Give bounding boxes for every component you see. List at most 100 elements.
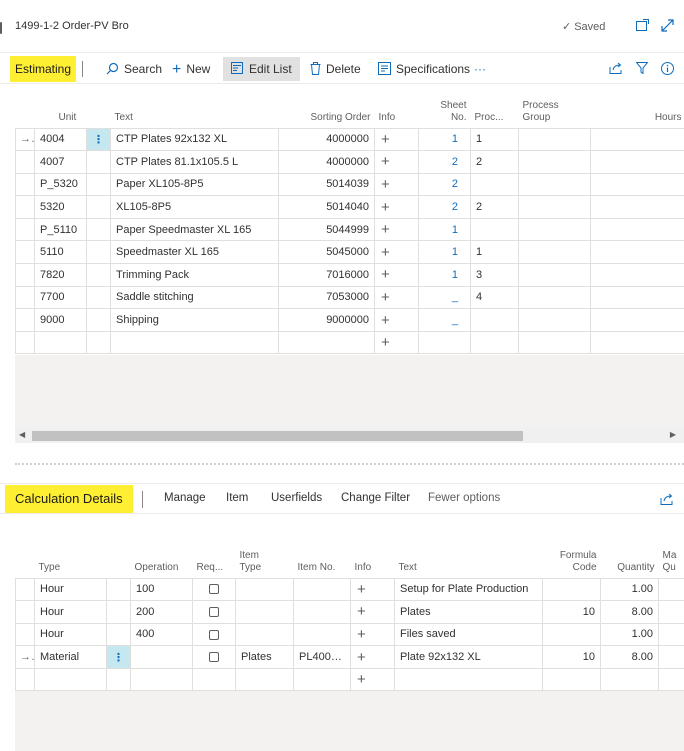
- table-row[interactable]: 5320 XL105-8P5 5014040 +2 2: [15, 195, 684, 219]
- row-selector[interactable]: [15, 667, 35, 692]
- cell-ma[interactable]: [658, 577, 684, 602]
- required-checkbox[interactable]: [209, 584, 219, 595]
- cell-sheet-no[interactable]: 1: [418, 240, 472, 265]
- delete-button[interactable]: Delete: [310, 57, 361, 81]
- more-options-button[interactable]: ···: [474, 62, 486, 76]
- cell-formula-code[interactable]: [542, 667, 601, 692]
- column-header-proc[interactable]: Proc...: [474, 111, 504, 123]
- table-row[interactable]: → 4004 ⋮ CTP Plates 92x132 XL 4000000 +1 1: [15, 127, 684, 152]
- cell-proc[interactable]: [470, 330, 520, 355]
- info-plus-icon[interactable]: +: [374, 217, 420, 242]
- row-selector[interactable]: [15, 600, 35, 624]
- column-header-info[interactable]: Info: [378, 111, 396, 123]
- cell-type[interactable]: Hour: [34, 600, 107, 624]
- column-header-process-group[interactable]: Process Group: [522, 99, 559, 123]
- cell-text[interactable]: [394, 667, 543, 692]
- column-header-unit[interactable]: Unit: [58, 111, 77, 123]
- row-selector[interactable]: [15, 285, 35, 310]
- cell-required[interactable]: [192, 667, 236, 692]
- cell-required[interactable]: [192, 577, 236, 602]
- column-header-ma[interactable]: Ma Qu: [662, 549, 677, 573]
- cell-formula-code[interactable]: 10: [542, 645, 601, 669]
- info-plus-icon[interactable]: +: [350, 645, 395, 669]
- cell-item-type[interactable]: [235, 600, 294, 624]
- table-row[interactable]: +: [15, 667, 684, 692]
- row-selector[interactable]: [15, 577, 35, 602]
- info-plus-icon[interactable]: +: [374, 240, 420, 265]
- row-selector[interactable]: [15, 150, 35, 174]
- cell-unit[interactable]: [34, 330, 87, 355]
- row-selector[interactable]: [15, 240, 35, 265]
- info-plus-icon[interactable]: +: [374, 285, 420, 310]
- cell-formula-code[interactable]: [542, 577, 601, 602]
- cell-process-group[interactable]: [518, 217, 592, 242]
- column-header-req[interactable]: Req...: [196, 561, 224, 573]
- scroll-right-icon[interactable]: ▶: [669, 430, 676, 439]
- cell-process-group[interactable]: [518, 172, 592, 197]
- new-button[interactable]: + New: [172, 57, 210, 81]
- cell-unit[interactable]: P_5110: [34, 217, 87, 242]
- cell-item-type[interactable]: Plates: [235, 645, 294, 669]
- info-plus-icon[interactable]: +: [374, 127, 420, 152]
- cell-required[interactable]: [192, 600, 236, 624]
- cell-proc[interactable]: [470, 172, 520, 197]
- row-actions-menu-icon[interactable]: ⋮: [106, 645, 131, 669]
- row-selector[interactable]: [15, 195, 35, 219]
- cell-type[interactable]: Hour: [34, 622, 107, 647]
- cell-hours[interactable]: [590, 172, 684, 197]
- column-header-type[interactable]: Type: [38, 561, 61, 573]
- filter-icon[interactable]: [634, 60, 650, 76]
- cell-unit[interactable]: 4007: [34, 150, 87, 174]
- cell-sheet-no[interactable]: 2: [418, 195, 472, 219]
- cell-sorting-order[interactable]: 7053000: [278, 285, 376, 310]
- cell-quantity[interactable]: 1.00: [600, 622, 659, 647]
- info-plus-icon[interactable]: +: [350, 622, 395, 647]
- row-selector[interactable]: [15, 330, 35, 355]
- cell-proc[interactable]: [470, 308, 520, 332]
- cell-proc[interactable]: 1: [470, 240, 520, 265]
- info-plus-icon[interactable]: +: [374, 308, 420, 332]
- column-header-sheet-no[interactable]: Sheet No.: [440, 99, 467, 123]
- share-icon[interactable]: [608, 60, 624, 76]
- cell-hours[interactable]: [590, 308, 684, 332]
- search-button[interactable]: Search: [106, 57, 162, 81]
- table-row[interactable]: 5110 Speedmaster XL 165 5045000 +1 1: [15, 240, 684, 265]
- cell-formula-code[interactable]: 10: [542, 600, 601, 624]
- cell-operation[interactable]: [130, 645, 193, 669]
- cell-text[interactable]: CTP Plates 92x132 XL: [110, 127, 280, 152]
- info-plus-icon[interactable]: +: [374, 263, 420, 287]
- cell-process-group[interactable]: [518, 285, 592, 310]
- row-selector-arrow-icon[interactable]: →: [15, 127, 35, 152]
- table-row[interactable]: 7700 Saddle stitching 7053000 + _ 4: [15, 285, 684, 310]
- column-header-formula-code[interactable]: Formula Code: [559, 549, 597, 573]
- horizontal-scrollbar[interactable]: ◀ ▶: [15, 428, 684, 443]
- table-row[interactable]: 9000 Shipping 9000000 + _: [15, 308, 684, 332]
- cell-unit[interactable]: P_5320: [34, 172, 87, 197]
- cell-type[interactable]: Material: [34, 645, 107, 669]
- cell-formula-code[interactable]: [542, 622, 601, 647]
- userfields-button[interactable]: Userfields: [271, 492, 323, 504]
- row-selector-arrow-icon[interactable]: →: [15, 645, 35, 669]
- required-checkbox[interactable]: [209, 629, 219, 640]
- cell-ma[interactable]: [658, 600, 684, 624]
- cell-sheet-no[interactable]: 2: [418, 172, 472, 197]
- cell-hours[interactable]: [590, 150, 684, 174]
- table-row[interactable]: 4007 CTP Plates 81.1x105.5 L 4000000 +2 2: [15, 150, 684, 174]
- cell-hours[interactable]: [590, 240, 684, 265]
- column-header-item-type[interactable]: Item Type: [239, 549, 262, 573]
- table-row[interactable]: +: [15, 330, 684, 355]
- table-row[interactable]: → Material ⋮ Plates PL4000-... + Plate 92x132 …: [15, 645, 684, 669]
- cell-text[interactable]: Setup for Plate Production: [394, 577, 543, 602]
- cell-sheet-no[interactable]: 1: [418, 127, 472, 152]
- cell-text[interactable]: Plate 92x132 XL: [394, 645, 543, 669]
- cell-sorting-order[interactable]: 7016000: [278, 263, 376, 287]
- cell-hours[interactable]: [590, 285, 684, 310]
- required-checkbox[interactable]: [209, 606, 219, 617]
- table-row[interactable]: P_5320 Paper XL105-8P5 5014039 +2: [15, 172, 684, 197]
- table-row[interactable]: Hour 100 + Setup for Plate Production 1.00: [15, 577, 684, 602]
- cell-ma[interactable]: [658, 667, 684, 692]
- cell-proc[interactable]: 3: [470, 263, 520, 287]
- cell-required[interactable]: [192, 622, 236, 647]
- info-plus-icon[interactable]: +: [374, 172, 420, 197]
- cell-quantity[interactable]: 1.00: [600, 577, 659, 602]
